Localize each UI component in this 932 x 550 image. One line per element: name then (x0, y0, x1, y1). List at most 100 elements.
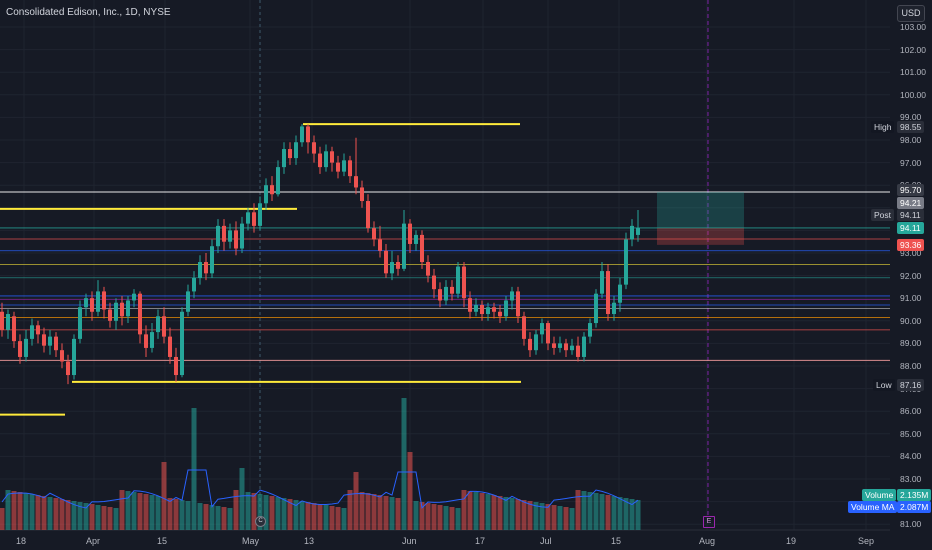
candle-body (42, 334, 46, 346)
volume-value: 2.135M (897, 489, 932, 501)
candle-body (72, 338, 76, 376)
volume-bar (0, 508, 5, 530)
post-label: Post (871, 209, 895, 221)
volume-bar (389, 497, 395, 530)
volume-bar (323, 505, 329, 530)
volume-bar (617, 497, 623, 530)
volume-ma-label: Volume MA (848, 501, 898, 513)
date-tick: Jun (402, 536, 417, 546)
candle-body (288, 149, 292, 159)
candle-body (408, 223, 412, 244)
volume-bar (365, 493, 371, 530)
candle-body (612, 302, 616, 315)
candle-body (618, 284, 622, 303)
candle-body (294, 142, 298, 159)
volume-bar (71, 501, 77, 530)
volume-bar (587, 492, 593, 530)
volume-bar (575, 490, 581, 530)
candle-body (6, 314, 10, 330)
candle-body (492, 307, 496, 312)
price-tick: 88.00 (900, 361, 922, 371)
candle-body (366, 201, 370, 229)
currency-button[interactable]: USD (897, 5, 925, 22)
volume-bar (299, 501, 305, 530)
candle-body (630, 225, 634, 240)
volume-bar (329, 506, 335, 530)
candle-body (48, 336, 52, 346)
volume-bar (449, 507, 455, 530)
volume-bar (23, 493, 29, 530)
price-chart-canvas[interactable] (0, 0, 890, 550)
candle-body (144, 334, 148, 348)
candle-body (504, 300, 508, 317)
candle-body (114, 302, 118, 321)
date-tick: Jul (540, 536, 552, 546)
candle-body (486, 307, 490, 315)
candle-body (240, 223, 244, 249)
volume-bar (29, 494, 35, 530)
candle-body (96, 291, 100, 312)
price-tick: 86.00 (900, 406, 922, 417)
volume-bar (431, 504, 437, 530)
volume-bar (473, 492, 479, 530)
candle-body (396, 262, 400, 269)
candle-body (162, 316, 166, 337)
price-tick: 100.00 (900, 89, 926, 100)
volume-ma-line (1, 469, 639, 509)
position-loss-zone (657, 227, 744, 245)
volume-bar (461, 490, 467, 530)
price-level-95-70: 95.70 (897, 184, 925, 196)
plot-background (0, 0, 890, 550)
candle-body (336, 162, 340, 172)
volume-bar (101, 506, 107, 530)
volume-bar (515, 499, 521, 530)
volume-bar (467, 491, 473, 530)
candle-body (60, 350, 64, 362)
volume-bar (155, 496, 161, 530)
volume-bar (311, 503, 317, 530)
volume-bar (437, 505, 443, 530)
volume-bar (407, 452, 413, 530)
candle-body (156, 316, 160, 333)
candle-body (180, 311, 184, 376)
dividend-marker[interactable]: C (255, 516, 266, 527)
price-tick: 83.00 (900, 474, 922, 484)
price-tick: 102.00 (900, 44, 926, 55)
volume-bar (611, 496, 617, 530)
candle-body (282, 149, 286, 168)
candle-body (384, 250, 388, 274)
earnings-marker[interactable]: E (703, 516, 715, 528)
volume-bar (623, 498, 629, 530)
price-level-94-21: 94.21 (897, 197, 925, 209)
volume-bar (503, 497, 509, 530)
date-tick: 15 (157, 536, 168, 546)
price-tick: 97.00 (900, 157, 922, 168)
volume-bar (359, 492, 365, 530)
volume-bar (59, 499, 65, 530)
candle-body (462, 266, 466, 299)
volume-bar (35, 495, 41, 530)
candle-body (12, 316, 16, 342)
volume-bar (521, 500, 527, 530)
candle-body (234, 230, 238, 249)
volume-bar (77, 502, 83, 530)
candle-body (54, 336, 58, 351)
volume-bar (191, 408, 197, 530)
candle-body (522, 316, 526, 339)
candle-body (540, 323, 544, 335)
candle-body (390, 262, 394, 274)
candle-body (528, 338, 532, 351)
date-tick: 19 (786, 536, 797, 546)
high-label: High (871, 121, 895, 133)
volume-bar (239, 468, 245, 530)
price-tick: 101.00 (900, 67, 926, 78)
volume-bar (353, 472, 359, 530)
candle-body (258, 203, 262, 226)
candle-body (90, 298, 94, 312)
candle-body (516, 291, 520, 317)
volume-bar (185, 501, 191, 530)
candle-body (480, 304, 484, 315)
volume-bar (581, 491, 587, 530)
candle-body (108, 309, 112, 321)
